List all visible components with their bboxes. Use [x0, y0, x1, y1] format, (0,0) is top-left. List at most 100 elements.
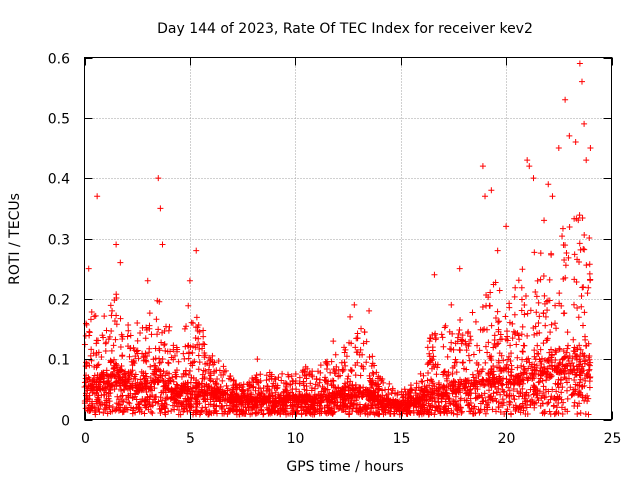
data-point: [440, 369, 447, 376]
data-point: [389, 387, 396, 394]
data-point: [586, 270, 593, 277]
data-point: [524, 332, 531, 339]
data-point: [583, 262, 590, 269]
data-point: [488, 366, 495, 373]
data-point: [202, 404, 209, 411]
data-point: [245, 407, 252, 414]
data-point: [207, 372, 214, 379]
data-point: [466, 402, 473, 409]
data-point: [503, 328, 510, 335]
data-point: [394, 391, 401, 398]
data-point: [216, 367, 223, 374]
data-point: [258, 406, 265, 413]
data-point: [192, 344, 199, 351]
data-point: [183, 323, 190, 330]
data-point: [297, 404, 304, 411]
data-point: [514, 374, 521, 381]
data-point: [519, 348, 526, 355]
data-point: [453, 402, 460, 409]
data-point: [335, 405, 342, 412]
data-point: [170, 378, 177, 385]
data-point: [171, 406, 178, 413]
data-point: [173, 381, 180, 388]
data-point: [580, 245, 587, 252]
data-point: [414, 394, 421, 401]
data-point: [539, 355, 546, 362]
data-point: [258, 389, 265, 396]
data-point: [163, 395, 170, 402]
data-point: [210, 361, 217, 368]
data-point: [562, 353, 569, 360]
data-point: [416, 390, 423, 397]
data-point: [462, 341, 469, 348]
data-point: [580, 322, 587, 329]
data-point: [477, 381, 484, 388]
data-point: [111, 297, 118, 304]
data-point: [537, 276, 544, 283]
data-point: [94, 193, 101, 200]
data-point: [369, 353, 376, 360]
data-point: [368, 405, 375, 412]
data-point: [95, 405, 102, 412]
data-point: [563, 387, 570, 394]
data-point: [556, 346, 563, 353]
data-point: [466, 340, 473, 347]
data-point: [373, 379, 380, 386]
data-point: [458, 336, 465, 343]
data-point: [552, 347, 559, 354]
data-point: [561, 257, 568, 264]
data-point: [489, 406, 496, 413]
data-point: [586, 353, 593, 360]
data-point: [130, 358, 137, 365]
data-point: [173, 348, 180, 355]
data-point: [329, 410, 336, 417]
data-point: [585, 284, 592, 291]
data-point: [576, 388, 583, 395]
data-point: [559, 233, 566, 240]
data-point: [109, 403, 116, 410]
data-point: [492, 315, 499, 322]
data-point: [476, 347, 483, 354]
data-point: [541, 394, 548, 401]
data-point: [195, 335, 202, 342]
data-point: [446, 328, 453, 335]
data-point: [502, 313, 509, 320]
data-point: [108, 371, 115, 378]
data-point: [540, 389, 547, 396]
data-point: [292, 380, 299, 387]
data-point: [254, 356, 261, 363]
data-point: [216, 386, 223, 393]
data-point: [453, 389, 460, 396]
data-point: [100, 378, 107, 385]
data-point: [116, 374, 123, 381]
data-point: [129, 394, 136, 401]
data-point: [548, 346, 555, 353]
data-point: [230, 377, 237, 384]
data-point: [162, 372, 169, 379]
data-point: [525, 365, 532, 372]
data-point: [91, 313, 98, 320]
data-point: [227, 376, 234, 383]
data-point: [99, 332, 106, 339]
data-point: [181, 325, 188, 332]
data-point: [118, 377, 125, 384]
data-point: [181, 405, 188, 412]
data-point: [305, 371, 312, 378]
data-point: [224, 411, 231, 418]
data-point: [508, 350, 515, 357]
data-point: [119, 397, 126, 404]
data-point: [200, 340, 207, 347]
data-point: [519, 376, 526, 383]
data-point: [508, 411, 515, 418]
data-point: [249, 404, 256, 411]
data-point: [103, 367, 110, 374]
data-point: [586, 362, 593, 369]
data-point: [293, 393, 300, 400]
data-point: [435, 380, 442, 387]
data-point: [263, 404, 270, 411]
data-point: [234, 384, 241, 391]
data-point: [545, 388, 552, 395]
data-point: [552, 397, 559, 404]
data-point: [257, 371, 264, 378]
data-point: [457, 347, 464, 354]
